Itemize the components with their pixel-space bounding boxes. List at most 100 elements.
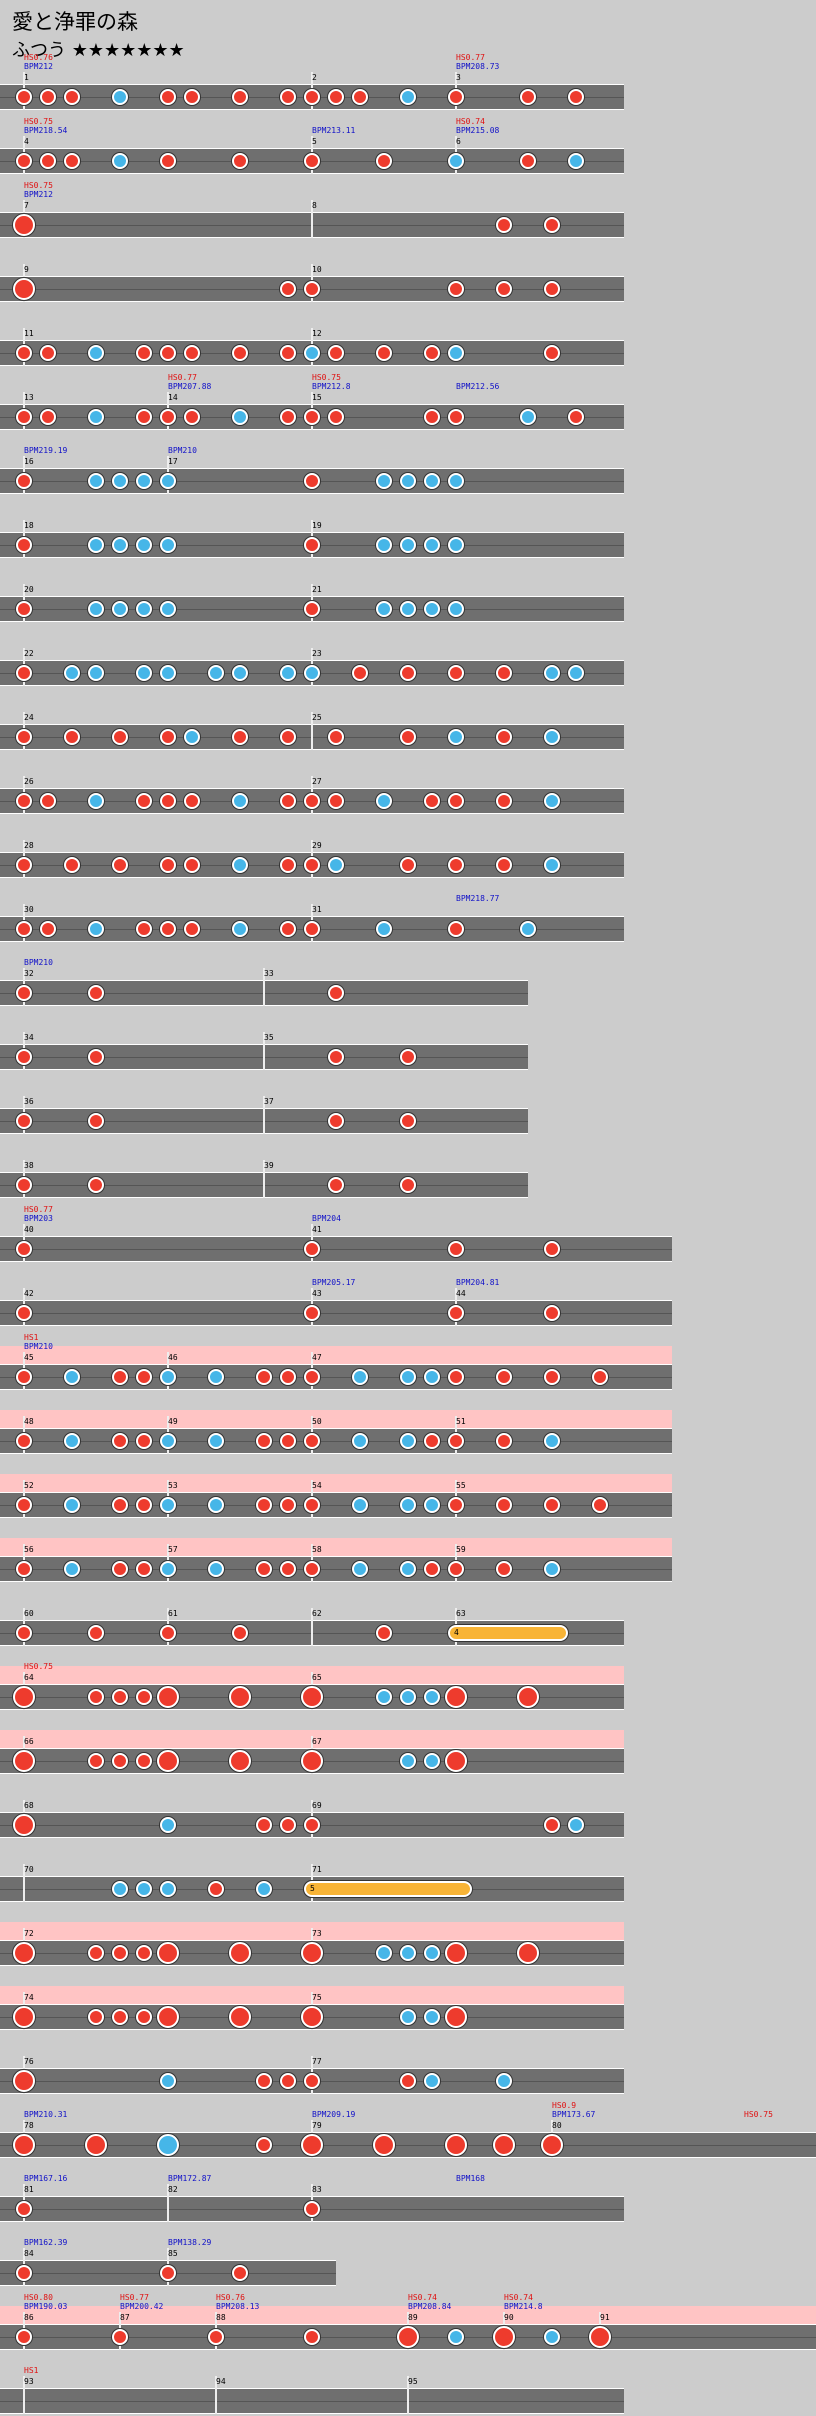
bpm-change-label: BPM208.73	[456, 62, 500, 71]
measure-bar	[263, 968, 265, 1006]
note-lane	[0, 1428, 672, 1454]
measure-number: 56	[24, 1545, 34, 1554]
measure-number: 35	[264, 1033, 274, 1042]
measure-number: 95	[408, 2377, 418, 2386]
measure-number: 20	[24, 585, 34, 594]
ka-note	[424, 537, 440, 553]
ka-note	[400, 2009, 416, 2025]
don-note	[280, 409, 296, 425]
ka-note	[160, 665, 176, 681]
measure-number: 68	[24, 1801, 34, 1810]
don-note	[16, 1433, 32, 1449]
measure-number: 50	[312, 1417, 322, 1426]
scroll-speed-label: HS0.75	[312, 373, 341, 382]
don-note	[136, 793, 152, 809]
ka-note	[424, 1369, 440, 1385]
don-big-note	[301, 1750, 323, 1772]
don-note	[160, 409, 176, 425]
don-note	[88, 1945, 104, 1961]
don-note	[160, 345, 176, 361]
bpm-change-label: BPM203	[24, 1214, 53, 1223]
ka-note	[88, 921, 104, 937]
ka-note	[64, 1561, 80, 1577]
don-big-note	[229, 1750, 251, 1772]
measure-number: 83	[312, 2185, 322, 2194]
don-note	[328, 1113, 344, 1129]
don-note	[184, 89, 200, 105]
measure-number: 55	[456, 1481, 466, 1490]
don-big-note	[301, 2134, 323, 2156]
don-note	[160, 729, 176, 745]
don-note	[208, 2329, 224, 2345]
don-note	[16, 2329, 32, 2345]
ka-note	[208, 1369, 224, 1385]
ka-note	[376, 473, 392, 489]
scroll-speed-label: HS0.80	[24, 2293, 53, 2302]
measure-number: 79	[312, 2121, 322, 2130]
measure-number: 36	[24, 1097, 34, 1106]
ka-note	[400, 537, 416, 553]
ka-note	[88, 409, 104, 425]
don-note	[136, 409, 152, 425]
measure-number: 44	[456, 1289, 466, 1298]
ka-note	[376, 793, 392, 809]
measure-bar	[311, 1608, 313, 1646]
measure-number: 38	[24, 1161, 34, 1170]
don-note	[88, 1689, 104, 1705]
don-note	[424, 409, 440, 425]
don-note	[280, 1817, 296, 1833]
ka-note	[88, 601, 104, 617]
don-note	[328, 1177, 344, 1193]
ka-note	[352, 1433, 368, 1449]
don-note	[424, 1433, 440, 1449]
don-note	[280, 1369, 296, 1385]
ka-note	[424, 601, 440, 617]
ka-note	[64, 1497, 80, 1513]
bpm-change-label: BPM218.54	[24, 126, 68, 135]
don-big-note	[13, 2134, 35, 2156]
measure-number: 86	[24, 2313, 34, 2322]
measure-number: 87	[120, 2313, 130, 2322]
don-note	[496, 665, 512, 681]
ka-note	[424, 473, 440, 489]
measure-number: 77	[312, 2057, 322, 2066]
don-note	[520, 89, 536, 105]
don-note	[448, 1497, 464, 1513]
don-note	[448, 921, 464, 937]
don-note	[16, 921, 32, 937]
ka-note	[232, 793, 248, 809]
don-note	[16, 1625, 32, 1641]
bpm-change-label: BPM212	[24, 190, 53, 199]
don-note	[136, 1369, 152, 1385]
don-note	[112, 729, 128, 745]
measure-number: 21	[312, 585, 322, 594]
ka-note	[424, 1689, 440, 1705]
measure-number: 42	[24, 1289, 34, 1298]
don-note	[328, 89, 344, 105]
don-note	[544, 1369, 560, 1385]
measure-number: 19	[312, 521, 322, 530]
lane-center-line	[0, 1377, 672, 1378]
don-note	[448, 665, 464, 681]
don-note	[232, 345, 248, 361]
measure-bar	[263, 1096, 265, 1134]
don-note	[280, 1433, 296, 1449]
don-big-note	[13, 1686, 35, 1708]
don-big-note	[157, 2006, 179, 2028]
don-note	[16, 409, 32, 425]
drumroll-count: 4	[454, 1628, 459, 1637]
measure-number: 80	[552, 2121, 562, 2130]
don-note	[448, 89, 464, 105]
ka-note	[160, 1881, 176, 1897]
ka-note	[208, 665, 224, 681]
don-note	[16, 1113, 32, 1129]
ka-note	[376, 1689, 392, 1705]
don-note	[304, 1369, 320, 1385]
don-note	[568, 89, 584, 105]
don-note	[304, 1305, 320, 1321]
ka-note	[88, 793, 104, 809]
measure-number: 16	[24, 457, 34, 466]
don-note	[448, 409, 464, 425]
drumroll-note	[448, 1625, 568, 1641]
don-note	[16, 537, 32, 553]
